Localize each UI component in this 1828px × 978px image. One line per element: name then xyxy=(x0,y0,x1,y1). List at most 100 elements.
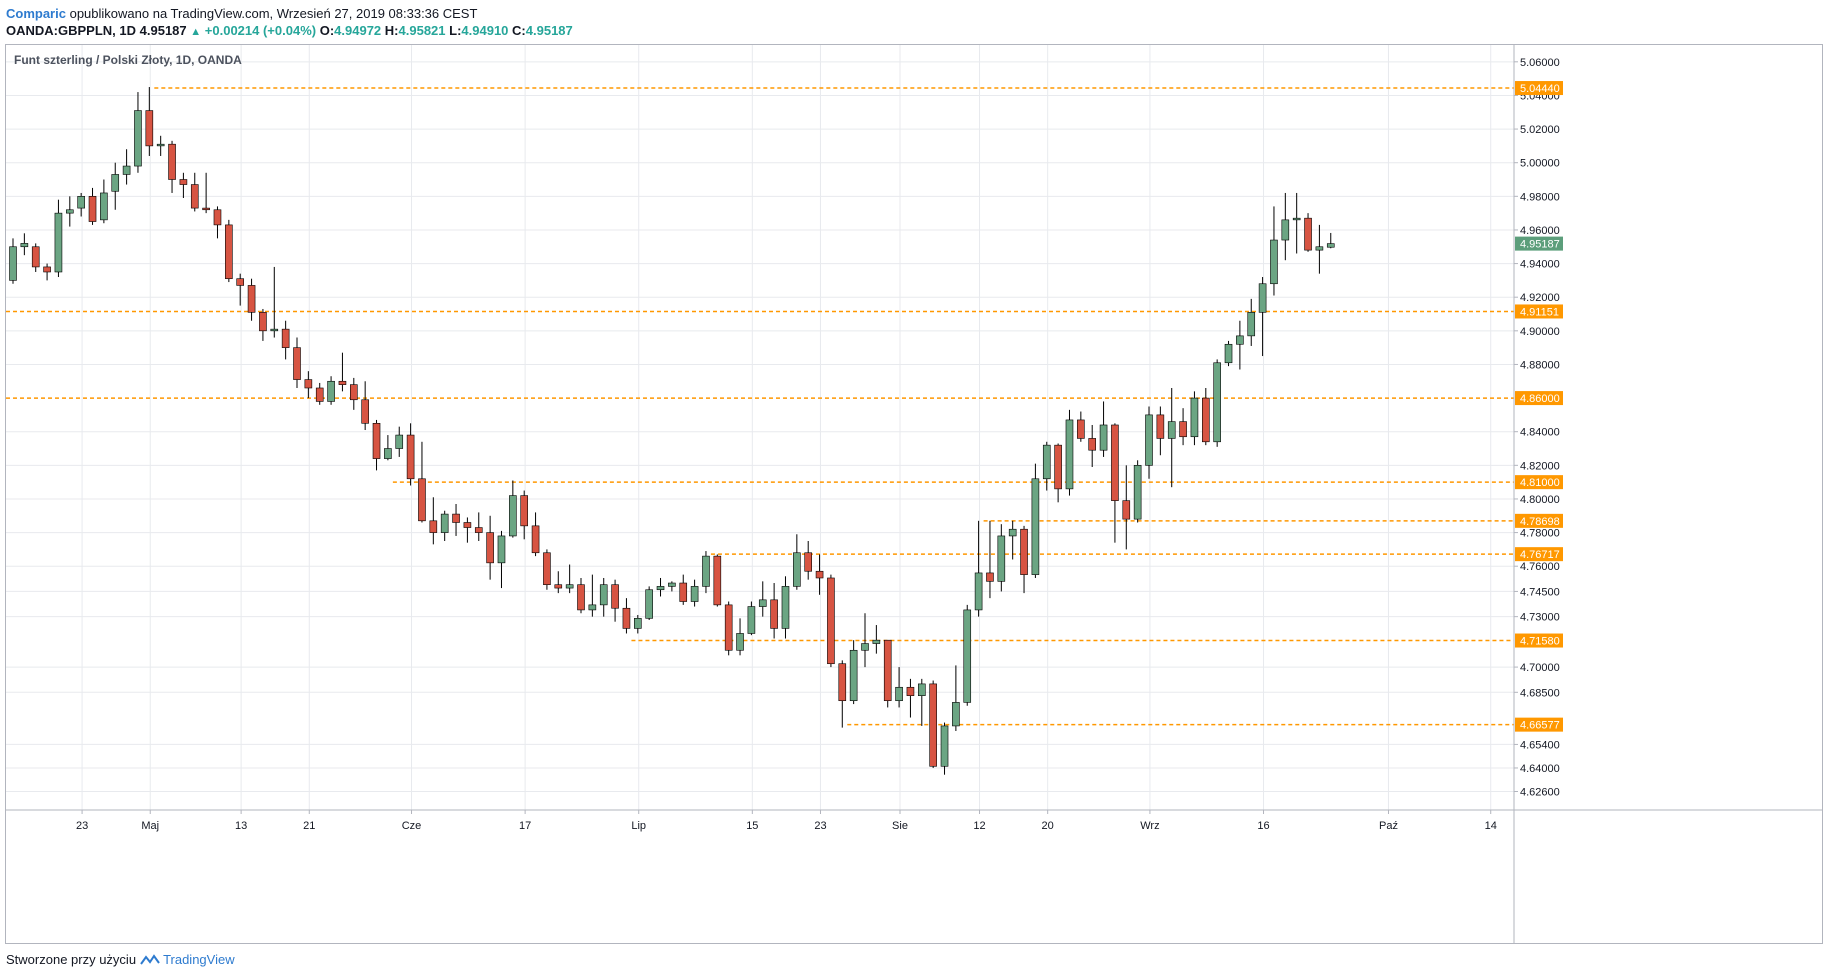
candle-body xyxy=(804,552,813,572)
candle-body xyxy=(758,599,767,607)
candle-body xyxy=(906,686,915,696)
candle-body xyxy=(213,209,222,226)
candle-body xyxy=(134,110,142,167)
price-tick-label: 5.02000 xyxy=(1520,124,1560,136)
low-label: L: xyxy=(449,23,462,38)
close-label: C: xyxy=(512,23,526,38)
candles xyxy=(9,87,1335,775)
time-tick-label: 15 xyxy=(746,820,758,832)
candle-body xyxy=(1077,419,1085,439)
footer-text: Stworzone przy użyciu xyxy=(6,952,137,967)
candle-body xyxy=(622,607,631,629)
candle-body xyxy=(690,586,699,602)
candle-body xyxy=(895,686,903,702)
up-arrow-icon: ▲ xyxy=(190,26,202,38)
time-tick-label: 23 xyxy=(76,820,88,832)
candle-body xyxy=(1031,478,1040,575)
candle-body xyxy=(452,513,460,523)
time-tick-label: 16 xyxy=(1257,820,1269,832)
candle-body xyxy=(54,212,63,273)
candle-body xyxy=(1145,414,1153,466)
time-tick-label: 21 xyxy=(303,820,315,832)
price-tick-label: 4.98000 xyxy=(1520,191,1560,203)
candle-body xyxy=(190,184,199,209)
price-axis: 4.62600 4.64000 4.65400 4.66577 4.68500 4.700… xyxy=(1514,57,1560,799)
high-value: 4.95821 xyxy=(398,23,446,38)
price-tick-label: 4.65400 xyxy=(1520,739,1560,751)
tradingview-label[interactable]: TradingView xyxy=(163,952,235,967)
candle-body xyxy=(202,207,210,211)
candle-body xyxy=(168,143,176,180)
high-label: H: xyxy=(384,23,399,38)
candle-body xyxy=(917,683,926,696)
candle-body xyxy=(713,555,722,606)
quote-line: OANDA:GBPPLN, 1D 4.95187 ▲ +0.00214 (+0.… xyxy=(6,22,573,41)
candle-body xyxy=(1315,246,1324,251)
time-tick-label: Lip xyxy=(631,820,646,832)
candle-body xyxy=(554,584,563,589)
candle-body xyxy=(1224,343,1233,364)
candle-body xyxy=(497,535,506,564)
price-tick-label: 4.82000 xyxy=(1520,460,1560,472)
level-tag-label: 4.66577 xyxy=(1520,720,1560,732)
candle-body xyxy=(66,209,74,214)
candle-body xyxy=(9,246,17,281)
chart-frame xyxy=(5,44,1823,944)
candle-body xyxy=(611,584,619,609)
candle-body xyxy=(963,609,972,703)
candle-body xyxy=(281,328,290,348)
candle-body xyxy=(1236,335,1244,345)
candle-body xyxy=(781,586,790,629)
last-price-tag xyxy=(1515,236,1563,251)
time-tick-label: Sie xyxy=(892,820,908,832)
candle-body xyxy=(940,725,949,767)
candle-body xyxy=(349,384,358,401)
candle-body xyxy=(88,196,97,222)
close-value: 4.95187 xyxy=(525,23,573,38)
candle-body xyxy=(474,527,483,533)
candle-body xyxy=(304,379,313,389)
candle-body xyxy=(247,285,256,313)
level-tag xyxy=(1515,304,1563,319)
candle-body xyxy=(531,525,540,554)
candle-body xyxy=(1292,217,1301,221)
horizontal-levels xyxy=(6,87,1514,726)
candle-body xyxy=(509,495,517,537)
price-tick-label: 4.76000 xyxy=(1520,561,1560,573)
candle-body xyxy=(179,179,188,185)
candle-body xyxy=(1202,397,1210,443)
candle-body xyxy=(656,586,665,591)
tradingview-link[interactable]: TradingView xyxy=(140,952,235,967)
price-tick-label: 4.73000 xyxy=(1520,612,1560,624)
candle-body xyxy=(406,434,415,480)
candle-body xyxy=(838,663,847,702)
candle-body xyxy=(236,278,244,286)
price-tick-label: 4.84000 xyxy=(1520,427,1560,439)
candle-body xyxy=(315,387,324,402)
price-tick-label: 4.96000 xyxy=(1520,225,1560,237)
price-tick-label: 4.64000 xyxy=(1520,763,1560,775)
price-tick-label: 4.70000 xyxy=(1520,662,1560,674)
level-tag-label: 4.81000 xyxy=(1520,477,1560,489)
candle-body xyxy=(1122,500,1131,520)
candle-body xyxy=(1167,421,1176,439)
candle-body xyxy=(588,604,597,611)
time-tick-label: 17 xyxy=(519,820,531,832)
candle-body xyxy=(1258,283,1267,313)
candle-body xyxy=(1156,414,1165,439)
open-value: 4.94972 xyxy=(334,23,382,38)
author-name[interactable]: Comparic xyxy=(6,6,66,21)
tradingview-logo-icon xyxy=(140,953,160,965)
candle-body xyxy=(20,243,29,248)
candle-body xyxy=(736,633,744,651)
candle-body xyxy=(724,604,733,651)
level-tag xyxy=(1515,633,1563,648)
candle-body xyxy=(1281,219,1290,241)
candle-body xyxy=(520,495,529,527)
candle-body xyxy=(747,606,756,634)
candle-body xyxy=(599,584,608,606)
time-tick-label: 13 xyxy=(235,820,247,832)
price-tick-label: 4.88000 xyxy=(1520,359,1560,371)
chart-title: Funt szterling / Polski Złoty, 1D, OANDA xyxy=(14,53,242,67)
